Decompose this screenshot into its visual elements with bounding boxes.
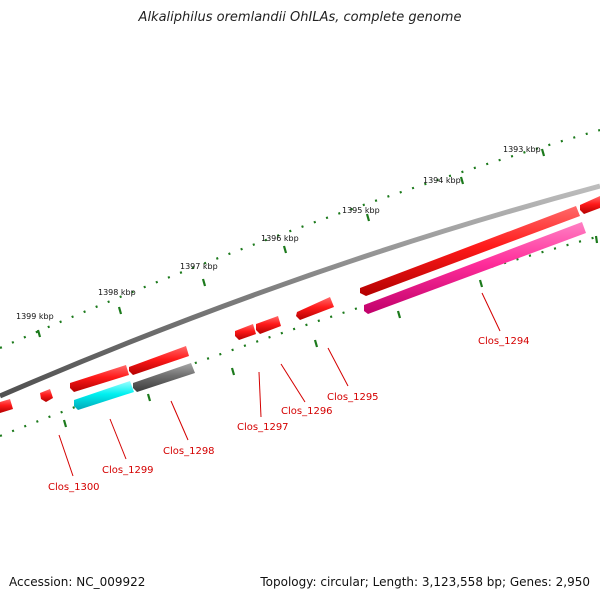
leader-line bbox=[481, 292, 501, 332]
gene-clos-1299-forward[interactable] bbox=[70, 365, 129, 392]
leader-line bbox=[170, 400, 189, 441]
gene-clos-1298-gray[interactable] bbox=[133, 363, 195, 392]
gene-label-clos-1296: Clos_1296 bbox=[281, 406, 333, 417]
tick-mark bbox=[396, 310, 402, 319]
scale-label-1398: 1398 kbp bbox=[98, 288, 136, 297]
tick-mark bbox=[313, 339, 319, 348]
tick-mark bbox=[594, 235, 599, 244]
leader-line bbox=[327, 347, 349, 387]
gene-clos-1299-cyan[interactable] bbox=[74, 381, 134, 410]
forward-genes bbox=[0, 196, 600, 413]
scale-label-1396: 1396 kbp bbox=[261, 234, 299, 243]
outer-major-ticks bbox=[36, 148, 546, 338]
tick-mark bbox=[117, 306, 123, 315]
leader-line bbox=[58, 434, 74, 477]
tick-mark bbox=[540, 148, 546, 157]
tick-mark bbox=[365, 213, 371, 222]
scale-label-1393: 1393 kbp bbox=[503, 145, 541, 154]
tick-mark bbox=[146, 393, 152, 402]
gene-clos-1294-magenta[interactable] bbox=[364, 222, 586, 314]
leader-line bbox=[280, 363, 306, 403]
gene-clos-1295[interactable] bbox=[296, 297, 334, 320]
gene-clos-1298-forward[interactable] bbox=[129, 346, 189, 375]
gene-clos-1296[interactable] bbox=[256, 316, 281, 334]
genome-title: Alkaliphilus oremlandii OhILAs, complete… bbox=[138, 10, 462, 25]
gene-clos-1293-fragment[interactable] bbox=[580, 196, 600, 214]
gene-label-clos-1298: Clos_1298 bbox=[163, 446, 215, 457]
gene-label-clos-1295: Clos_1295 bbox=[327, 392, 379, 403]
scale-label-1394: 1394 kbp bbox=[423, 176, 461, 185]
leader-line bbox=[258, 371, 262, 418]
tick-mark bbox=[201, 278, 207, 287]
inner-major-ticks bbox=[62, 235, 599, 428]
tick-mark bbox=[36, 329, 42, 338]
label-leaders bbox=[58, 292, 501, 477]
gene-clos-1297[interactable] bbox=[235, 324, 256, 340]
gene-fragment-left[interactable] bbox=[0, 399, 13, 413]
accession-text: Accession: NC_009922 bbox=[9, 575, 146, 589]
tick-mark bbox=[478, 279, 484, 288]
gene-label-clos-1300: Clos_1300 bbox=[48, 482, 100, 493]
gene-clos-1300[interactable] bbox=[40, 389, 53, 402]
gene-clos-1294-forward[interactable] bbox=[360, 206, 580, 296]
tick-mark bbox=[282, 245, 288, 254]
colored-genes bbox=[74, 222, 586, 410]
scale-label-1397: 1397 kbp bbox=[180, 262, 218, 271]
scale-label-1395: 1395 kbp bbox=[342, 206, 380, 215]
outer-dot-track bbox=[0, 128, 600, 350]
tick-mark bbox=[62, 419, 68, 428]
gene-label-clos-1299: Clos_1299 bbox=[102, 465, 154, 476]
genome-backbone bbox=[0, 183, 600, 399]
gene-label-clos-1297: Clos_1297 bbox=[237, 422, 289, 433]
leader-line bbox=[109, 418, 127, 460]
tick-mark bbox=[459, 176, 465, 185]
tick-mark bbox=[230, 367, 236, 376]
gene-label-clos-1294: Clos_1294 bbox=[478, 336, 530, 347]
genome-summary-text: Topology: circular; Length: 3,123,558 bp… bbox=[260, 575, 590, 589]
scale-label-1399: 1399 kbp bbox=[16, 312, 54, 321]
